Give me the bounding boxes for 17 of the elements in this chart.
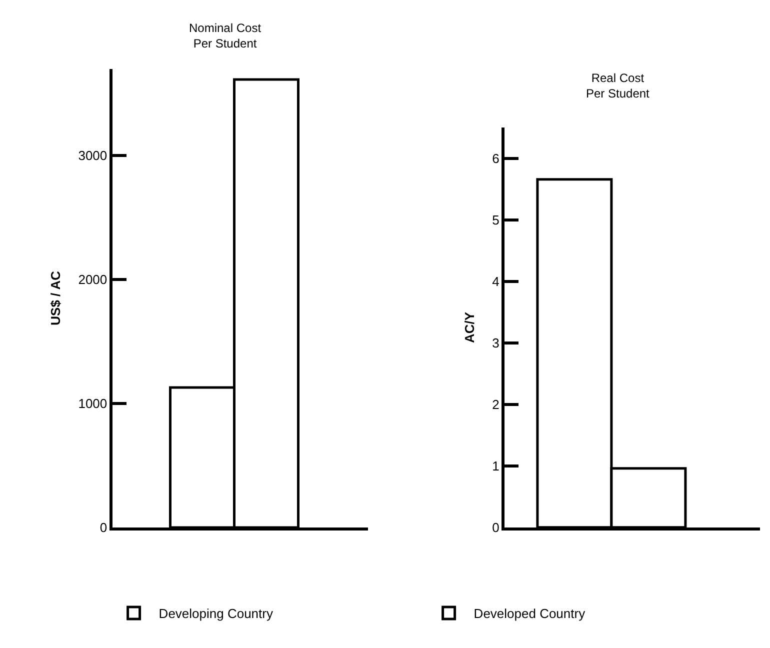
chart-title: Real Cost Per Student (586, 71, 650, 101)
y-axis-title: US$ / AC (48, 270, 64, 326)
y-tick-label: 0 (492, 520, 500, 535)
chart-title: Nominal Cost Per Student (189, 21, 262, 51)
legend-label: Developing Country (158, 606, 274, 622)
y-tick-label: 6 (492, 150, 500, 166)
y-axis-title: AC/Y (462, 312, 478, 344)
y-tick-label: 0 (100, 520, 108, 535)
y-tick-label: 1 (492, 458, 500, 474)
y-tick-label: 3000 (78, 148, 108, 164)
y-tick-label: 5 (492, 212, 500, 228)
y-tick-label: 1000 (78, 396, 108, 412)
y-tick-label: 2000 (78, 272, 108, 288)
y-tick-label: 3 (492, 335, 500, 350)
y-tick-label: 4 (492, 274, 500, 289)
y-tick-label: 2 (492, 396, 500, 412)
legend-label: Developed Country (474, 606, 586, 622)
